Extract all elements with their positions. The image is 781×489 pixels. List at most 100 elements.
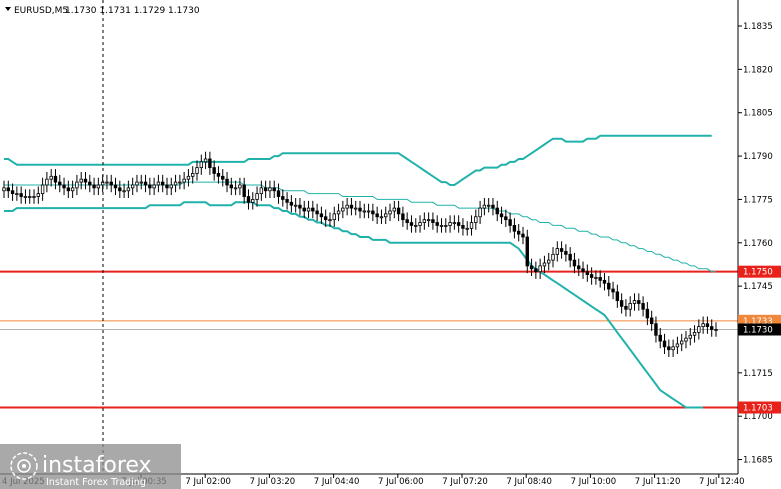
x-tick-label: 7 Jul 07:20 (442, 477, 488, 487)
candle (461, 218, 465, 236)
candle (259, 180, 264, 201)
candle (714, 322, 718, 337)
candle (559, 241, 564, 259)
candle (675, 336, 680, 355)
candle (58, 174, 62, 193)
candle (92, 177, 96, 196)
candle (169, 177, 173, 196)
candle (221, 169, 225, 187)
candle (572, 252, 577, 274)
candle (649, 310, 654, 331)
candle (10, 183, 15, 201)
candle (465, 221, 469, 236)
x-tick-label: 7 Jul 03:20 (250, 477, 296, 487)
candle (15, 186, 19, 201)
y-tick-label: 1.1760 (743, 239, 773, 249)
candle (19, 186, 23, 204)
level-tag-label: 1.1703 (743, 404, 773, 414)
candle (23, 189, 28, 204)
y-tick-label: 1.1835 (743, 22, 773, 32)
candle (126, 180, 131, 198)
candle (354, 200, 358, 216)
candle (667, 339, 671, 357)
candle (568, 247, 572, 268)
candle (504, 209, 508, 227)
candle (456, 215, 461, 233)
candle (143, 174, 148, 193)
candle (624, 299, 628, 317)
candle (341, 200, 345, 219)
candle (435, 215, 439, 233)
candle (40, 177, 45, 201)
candle (36, 186, 41, 204)
candle (75, 174, 79, 196)
y-tick-label: 1.1700 (743, 412, 773, 422)
dropdown-triangle-icon[interactable] (5, 7, 11, 11)
candle (551, 247, 555, 268)
current-price-label: 1.1730 (743, 325, 773, 335)
candle (216, 166, 221, 184)
candle (251, 192, 255, 210)
candle (298, 197, 302, 216)
candle (452, 215, 457, 230)
candle (534, 261, 538, 279)
candle (585, 264, 590, 282)
candle (654, 316, 658, 343)
candle (439, 218, 444, 233)
candle (272, 180, 276, 198)
y-tick-label: 1.1715 (743, 369, 773, 379)
candle (289, 195, 294, 213)
candle (109, 174, 113, 193)
candle (83, 171, 88, 190)
candle (79, 171, 83, 190)
candle (684, 330, 688, 349)
candle (96, 177, 101, 196)
candle (710, 319, 714, 337)
y-tick-label: 1.1745 (743, 282, 773, 292)
candle (113, 177, 118, 196)
candle (186, 169, 191, 187)
upper-band-line (4, 134, 712, 186)
lower-band-line (4, 201, 704, 409)
candle (396, 200, 401, 222)
candle (2, 180, 6, 198)
watermark-tagline: Instant Forex Trading (46, 477, 146, 488)
candle (486, 197, 491, 213)
candle (130, 177, 135, 196)
y-tick-label: 1.1820 (743, 65, 773, 75)
level-tag-label: 1.1733 (743, 317, 773, 327)
candle (285, 192, 289, 210)
candle (105, 174, 109, 190)
instaforex-logo-icon (10, 452, 38, 480)
candle (418, 215, 422, 233)
candle (276, 183, 281, 204)
candle (203, 151, 208, 170)
candle (409, 215, 414, 233)
watermark-brand: instaforex (42, 453, 152, 478)
candle (362, 203, 366, 219)
candle (156, 174, 161, 193)
candle (306, 200, 311, 219)
candle (444, 218, 448, 233)
candle (697, 319, 701, 340)
candle (525, 229, 529, 274)
candle (388, 203, 392, 222)
candle (379, 209, 384, 224)
x-tick-label: 7 Jul 12:40 (699, 477, 745, 487)
candle (448, 215, 452, 233)
candle (225, 171, 229, 193)
current-price-tag (738, 323, 781, 336)
candle (319, 206, 324, 224)
candle (645, 302, 650, 326)
candle (529, 258, 534, 277)
candle (32, 189, 36, 204)
candle (323, 209, 328, 227)
candle (705, 316, 710, 334)
candle (208, 151, 212, 175)
candle (547, 252, 551, 271)
candle (701, 316, 705, 334)
candle (671, 339, 675, 357)
candle (384, 206, 388, 224)
